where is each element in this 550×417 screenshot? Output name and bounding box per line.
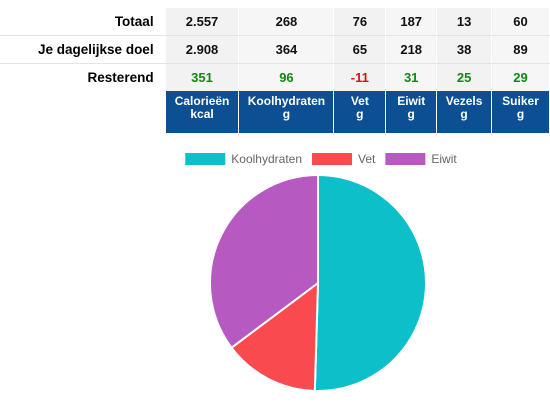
totaal-vezels: 13 bbox=[436, 8, 493, 36]
column-name-vet: Vet bbox=[350, 94, 369, 108]
column-name-koolhydraten: Koolhydraten bbox=[247, 94, 326, 108]
column-unit-eiwit: g bbox=[407, 107, 415, 121]
resterend-vet: -11 bbox=[333, 63, 387, 91]
pie-slice-vet bbox=[230, 280, 320, 392]
row-resterend: Resterend 351 96 -11 31 25 29 bbox=[0, 63, 550, 91]
column-header-vezels: Vezels g bbox=[436, 91, 493, 133]
resterend-calorieen: 351 bbox=[165, 63, 240, 91]
doel-calorieen: 2.908 bbox=[165, 35, 240, 64]
legend-swatch-vet bbox=[312, 153, 353, 165]
pie-slice-koolhydraten bbox=[313, 173, 427, 392]
column-unit-koolhydraten: g bbox=[282, 107, 291, 121]
totaal-eiwit: 187 bbox=[385, 8, 438, 36]
nutrition-summary-table: Totaal 2.557 268 76 187 13 60 Je dagelij… bbox=[0, 8, 550, 133]
resterend-vezels: 25 bbox=[436, 63, 493, 91]
column-header-eiwit: Eiwit g bbox=[385, 91, 438, 133]
legend-label-eiwit[interactable]: Eiwit bbox=[431, 152, 457, 166]
resterend-koolhydraten: 96 bbox=[238, 63, 335, 91]
totaal-calorieen: 2.557 bbox=[165, 8, 240, 36]
column-header-koolhydraten: Koolhydraten g bbox=[238, 91, 335, 133]
legend-label-vet[interactable]: Vet bbox=[358, 152, 376, 166]
totaal-suiker: 60 bbox=[491, 8, 550, 36]
column-header-suiker: Suiker g bbox=[491, 91, 550, 133]
row-totaal: Totaal 2.557 268 76 187 13 60 bbox=[0, 8, 550, 36]
column-header-row: Calorieën kcal Koolhydraten g Vet g Eiwi… bbox=[0, 91, 550, 133]
doel-vet: 65 bbox=[333, 35, 387, 64]
totaal-koolhydraten: 268 bbox=[238, 8, 335, 36]
totaal-vet: 76 bbox=[333, 8, 387, 36]
resterend-suiker: 29 bbox=[491, 63, 550, 91]
row-label-resterend: Resterend bbox=[0, 63, 166, 91]
column-name-calorieen: Calorieën bbox=[174, 94, 230, 108]
legend-swatch-koolhydraten bbox=[185, 153, 226, 165]
resterend-eiwit: 31 bbox=[385, 63, 438, 91]
doel-vezels: 38 bbox=[436, 35, 493, 64]
row-label-dagelijkse-doel: Je dagelijkse doel bbox=[0, 35, 166, 64]
column-name-eiwit: Eiwit bbox=[397, 94, 426, 108]
column-unit-calorieen: kcal bbox=[190, 107, 214, 121]
column-header-vet: Vet g bbox=[333, 91, 387, 133]
column-header-calorieen: Calorieën kcal bbox=[165, 91, 240, 133]
pie-slice-eiwit bbox=[209, 173, 319, 350]
legend-swatch-eiwit bbox=[385, 153, 426, 165]
column-unit-vet: g bbox=[356, 107, 364, 121]
column-name-suiker: Suiker bbox=[502, 94, 539, 108]
legend-label-koolhydraten[interactable]: Koolhydraten bbox=[231, 152, 302, 166]
doel-koolhydraten: 364 bbox=[238, 35, 335, 64]
doel-suiker: 89 bbox=[491, 35, 550, 64]
row-label-totaal: Totaal bbox=[0, 8, 166, 36]
column-unit-vezels: g bbox=[460, 107, 468, 121]
doel-eiwit: 218 bbox=[385, 35, 438, 64]
header-spacer bbox=[0, 91, 166, 133]
column-unit-suiker: g bbox=[516, 107, 525, 121]
column-name-vezels: Vezels bbox=[445, 94, 483, 108]
row-dagelijkse-doel: Je dagelijkse doel 2.908 364 65 218 38 8… bbox=[0, 35, 550, 64]
